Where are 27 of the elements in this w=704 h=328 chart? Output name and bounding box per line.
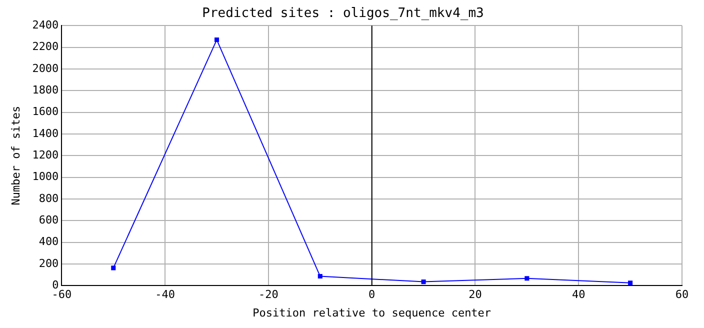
point — [421, 280, 426, 284]
y-tick-label: 1800 — [32, 83, 59, 96]
y-tick-label: 2400 — [32, 18, 59, 32]
x-tick-label: -20 — [258, 288, 278, 302]
point — [318, 274, 322, 279]
x-tick-label: 0 — [368, 288, 376, 302]
x-tick-label: 40 — [572, 288, 586, 302]
point — [524, 276, 530, 281]
x-tick-label: 60 — [675, 288, 689, 302]
y-tick-label: 800 — [38, 192, 59, 205]
x-tick-label: -40 — [155, 288, 176, 302]
y-tick-label: 1600 — [32, 105, 59, 118]
y-tick-label: 600 — [38, 213, 59, 226]
x-axis-title: Position relative to sequence center — [252, 306, 492, 320]
y-tick-label: 2000 — [32, 62, 59, 75]
y-tick-label: 400 — [38, 235, 59, 248]
y-tick-label: 2200 — [32, 40, 59, 54]
x-tick-label: 20 — [468, 288, 482, 302]
y-tick-label: 1200 — [32, 148, 59, 162]
point — [628, 280, 633, 286]
chart-title: Predicted sites : oligos_7nt_mkv4_m3 — [202, 6, 484, 22]
point — [214, 38, 220, 42]
y-tick-label: 1000 — [32, 170, 59, 184]
y-tick-label: 1400 — [32, 126, 59, 140]
point — [111, 266, 116, 270]
y-axis-title: Number of sites — [9, 106, 22, 206]
y-tick-label: 200 — [38, 256, 59, 270]
